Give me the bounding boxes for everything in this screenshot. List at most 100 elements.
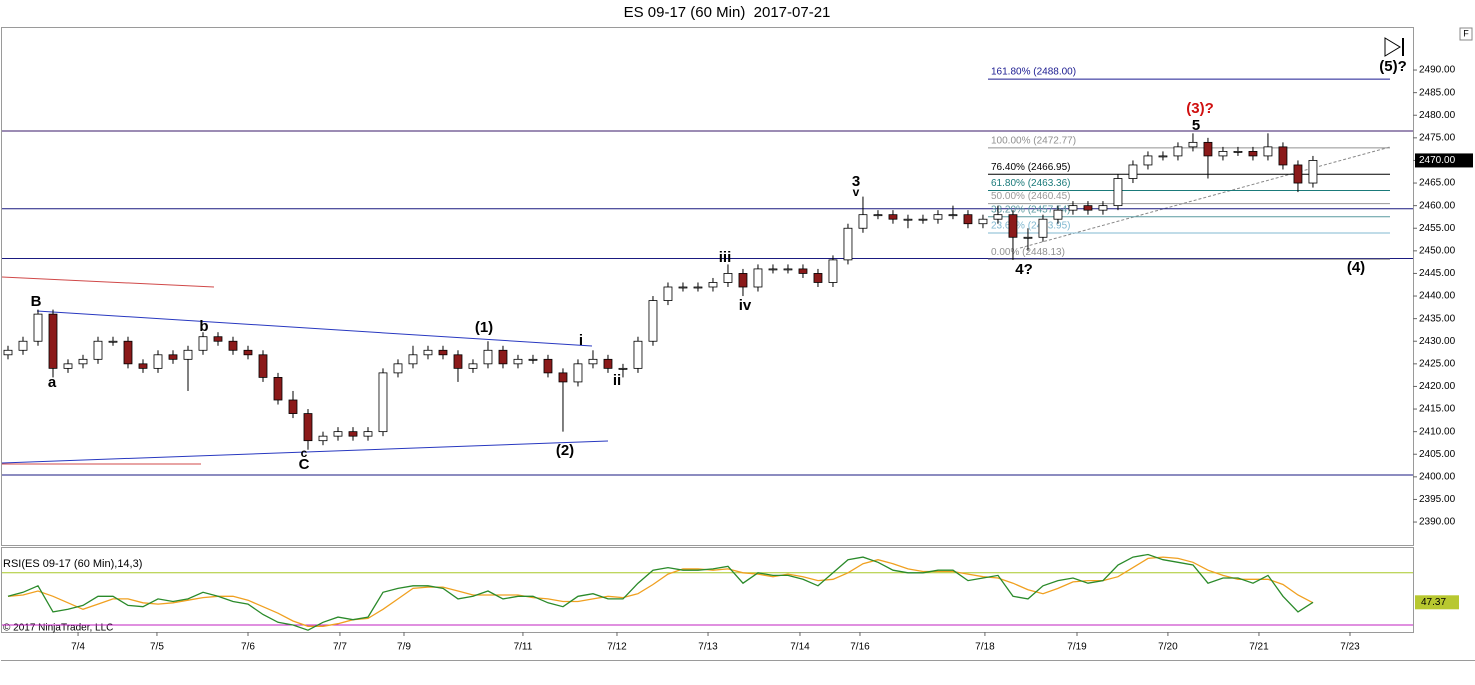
candle-body bbox=[1068, 205, 1078, 211]
wave-label: i bbox=[579, 332, 583, 349]
candle-body bbox=[1038, 218, 1048, 238]
wave-label: 3 bbox=[852, 173, 860, 190]
wave-label: iv bbox=[739, 297, 752, 314]
play-triangle[interactable] bbox=[1384, 37, 1401, 57]
x-tick-label: 7/23 bbox=[1340, 642, 1360, 653]
candle-body bbox=[468, 363, 478, 369]
x-tick-label: 7/16 bbox=[850, 642, 870, 653]
candle-body bbox=[1143, 155, 1153, 166]
candle-body bbox=[903, 218, 913, 221]
candle-body bbox=[528, 358, 538, 361]
candle-body bbox=[1293, 164, 1303, 184]
fib-label: 100.00% (2472.77) bbox=[991, 136, 1076, 147]
candle-body bbox=[858, 214, 868, 229]
fib-label: 61.80% (2463.36) bbox=[991, 178, 1071, 189]
candle-body bbox=[363, 431, 373, 437]
x-tick-label: 7/6 bbox=[241, 642, 255, 653]
candle-body bbox=[708, 282, 718, 288]
y-tick-label: 2400.00 bbox=[1419, 471, 1456, 482]
candle-body bbox=[1128, 164, 1138, 179]
x-tick-label: 7/14 bbox=[790, 642, 810, 653]
y-tick-label: 2450.00 bbox=[1419, 245, 1456, 256]
candle-body bbox=[873, 214, 883, 217]
candle-body bbox=[198, 336, 208, 351]
wave-label: iii bbox=[719, 249, 732, 266]
fib-label: 38.20% (2457.54) bbox=[991, 204, 1071, 215]
candle-body bbox=[108, 340, 118, 343]
candle-body bbox=[753, 268, 763, 288]
wave-label: a bbox=[48, 374, 57, 391]
candle-body bbox=[843, 227, 853, 261]
corner-label[interactable]: F bbox=[1463, 28, 1469, 38]
candle-body bbox=[678, 286, 688, 289]
candle-body bbox=[153, 354, 163, 369]
candle-body bbox=[1188, 141, 1198, 148]
y-tick-label: 2465.00 bbox=[1419, 178, 1456, 189]
candle-body bbox=[933, 214, 943, 220]
fib-label: 76.40% (2466.95) bbox=[991, 162, 1071, 173]
y-tick-label: 2455.00 bbox=[1419, 223, 1456, 234]
chart-title: ES 09-17 (60 Min) 2017-07-21 bbox=[624, 4, 831, 21]
candle-body bbox=[138, 363, 148, 369]
corner-box[interactable] bbox=[1459, 27, 1473, 41]
y-tick-label: 2440.00 bbox=[1419, 291, 1456, 302]
playback-icon[interactable] bbox=[1384, 37, 1404, 57]
y-tick-label: 2485.00 bbox=[1419, 87, 1456, 98]
candle-body bbox=[258, 354, 268, 378]
candle-body bbox=[168, 354, 178, 360]
candle-body bbox=[183, 349, 193, 360]
wave-label: 5 bbox=[1192, 117, 1200, 134]
candle-body bbox=[603, 358, 613, 369]
y-tick-label: 2395.00 bbox=[1419, 494, 1456, 505]
candle-body bbox=[78, 358, 88, 365]
trendline bbox=[36, 310, 593, 347]
x-tick-label: 7/18 bbox=[975, 642, 995, 653]
candle-body bbox=[288, 399, 298, 414]
candle-body bbox=[498, 349, 508, 365]
wave-label: (3)? bbox=[1186, 100, 1214, 117]
wave-label: (2) bbox=[556, 442, 574, 459]
trendline bbox=[1, 276, 215, 288]
candle-body bbox=[33, 313, 43, 342]
candle-body bbox=[303, 413, 313, 442]
candle-body bbox=[1113, 178, 1123, 207]
price-layer: 161.80% (2488.00) 100.00% (2472.77) 76.40%… bbox=[2, 67, 1413, 476]
y-tick-label: 2420.00 bbox=[1419, 381, 1456, 392]
candle-body bbox=[48, 313, 58, 369]
candle-body bbox=[3, 349, 13, 356]
candle-body bbox=[333, 431, 343, 437]
candle-body bbox=[378, 372, 388, 433]
wave-label: v bbox=[853, 185, 860, 199]
rsi-line bbox=[7, 553, 1314, 631]
wave-labels: B a b c C (1) i (2) ii iii iv 3 v 4? (3)… bbox=[31, 58, 1407, 473]
candle-body bbox=[243, 349, 253, 356]
wave-label: c bbox=[301, 446, 308, 460]
price-panel bbox=[1, 27, 1414, 546]
candle-body bbox=[543, 358, 553, 374]
x-tick-label: 7/9 bbox=[397, 642, 411, 653]
candle-body bbox=[1248, 150, 1258, 157]
candle-body bbox=[918, 218, 928, 221]
candle-body bbox=[798, 268, 808, 274]
candle-body bbox=[618, 367, 628, 370]
wave-label: C bbox=[299, 456, 310, 473]
rsi-title: RSI(ES 09-17 (60 Min),14,3) bbox=[3, 558, 142, 570]
candle-body bbox=[513, 358, 523, 365]
x-tick-label: 7/12 bbox=[607, 642, 627, 653]
candle-body bbox=[1308, 160, 1318, 184]
x-tick-label: 7/7 bbox=[333, 642, 347, 653]
rsi-flag bbox=[1415, 595, 1459, 610]
x-tick-label: 7/5 bbox=[150, 642, 164, 653]
y-tick-label: 2410.00 bbox=[1419, 426, 1456, 437]
candle-body bbox=[723, 273, 733, 283]
wave-label: (4) bbox=[1347, 259, 1365, 276]
fib-label: 23.60% (2453.95) bbox=[991, 221, 1071, 232]
y-tick-label: 2435.00 bbox=[1419, 313, 1456, 324]
candle-body bbox=[783, 268, 793, 271]
candle-body bbox=[693, 286, 703, 289]
y-tick-label: 2430.00 bbox=[1419, 336, 1456, 347]
candle-body bbox=[1008, 214, 1018, 238]
candle-body bbox=[948, 214, 958, 217]
